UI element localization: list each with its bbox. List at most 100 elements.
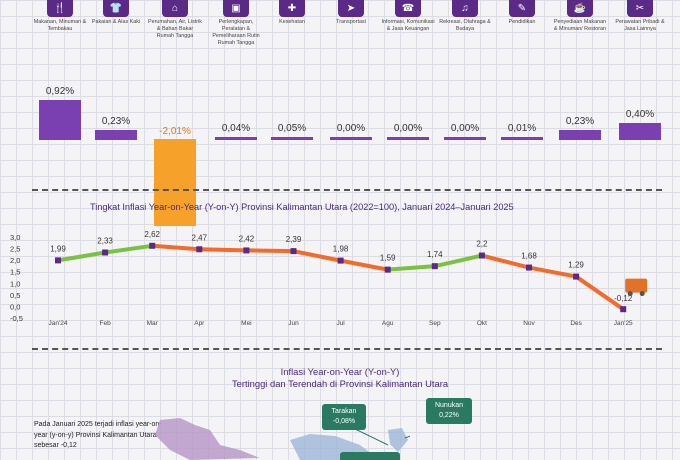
data-point (290, 248, 297, 255)
x-tick-label: Sep (429, 320, 441, 327)
x-tick-label: Okt (477, 320, 487, 327)
data-point (526, 264, 532, 271)
category-label: Informasi, Komunikasi & Jasa Keuangan (381, 19, 435, 32)
data-label: -0,12 (614, 294, 633, 303)
category-header-7: ♫ Rekreasi, Olahraga & Budaya (438, 0, 492, 33)
data-label: 2,39 (286, 235, 302, 244)
category-bar (444, 137, 486, 140)
category-bar (95, 130, 137, 140)
category-value: 0,92% (45, 86, 75, 97)
data-point (431, 263, 438, 270)
x-tick-label: Mei (241, 320, 251, 327)
category-label: Makanan, Minuman & Tembakau (33, 19, 87, 32)
category-value: 0,40% (625, 108, 655, 120)
section-divider (32, 189, 662, 191)
y-tick-label: 1,5 (10, 268, 20, 277)
x-tick-label: Nov (523, 320, 535, 327)
kaltara-map (155, 418, 410, 460)
house-icon: ⌂ (162, 0, 188, 17)
line-segment (244, 248, 296, 254)
category-value: 0,23% (101, 116, 131, 127)
data-label: 1,29 (568, 261, 584, 270)
data-point (620, 306, 627, 313)
line-chart-title: Tingkat Inflasi Year-on-Year (Y-on-Y) Pr… (90, 202, 514, 212)
education-icon: ✎ (509, 0, 535, 17)
tarakan-box: Tarakan -0,08% (322, 404, 366, 430)
data-point (149, 242, 156, 249)
furniture-icon: ▣ (223, 0, 249, 17)
truck-icon (625, 278, 648, 293)
line-segment (574, 274, 626, 312)
data-point (55, 257, 61, 264)
category-bar (619, 122, 661, 140)
section-divider-2 (32, 348, 662, 350)
category-bar (39, 100, 81, 140)
x-tick-label: Jul (336, 320, 345, 327)
line-segment (385, 264, 437, 272)
restaurant-icon: ☕ (567, 0, 593, 17)
category-label: Pakaian & Alas Kaki (91, 19, 141, 25)
category-header-4: ✚ Kesehatan (265, 0, 319, 26)
data-label: 1,59 (380, 254, 396, 263)
data-point (243, 247, 250, 254)
data-point (478, 252, 485, 259)
nunukan-name: Nunukan (434, 402, 464, 409)
category-label: Pendidikan (508, 19, 536, 25)
category-label: Kesehatan (279, 19, 305, 25)
data-point (102, 249, 109, 256)
transport-icon: ➤ (338, 0, 364, 17)
category-label: Perawatan Pribadi & Jasa Lainnya (615, 19, 665, 32)
category-bar (215, 137, 257, 140)
category-bar (387, 137, 429, 140)
y-tick-label: 3,0 (10, 233, 20, 242)
category-value: 0,00% (450, 123, 480, 134)
truck-wheel (627, 291, 633, 297)
tarakan-name: Tarakan (331, 408, 357, 415)
y-tick-label: 0,0 (10, 302, 20, 311)
category-bar (559, 130, 601, 140)
data-label: 2,33 (97, 237, 113, 246)
x-tick-label: Des (570, 320, 582, 327)
data-label: 1,98 (333, 245, 349, 254)
data-point (384, 266, 391, 273)
category-value: 0,01% (507, 123, 537, 134)
category-bar (271, 137, 313, 140)
x-tick-label: Jan'25 (614, 320, 633, 327)
truck-wheel (639, 291, 645, 297)
data-label: 1,68 (521, 252, 537, 261)
recreation-icon: ♫ (452, 0, 478, 17)
section3-title-line2: Tertinggi dan Terendah di Provinsi Kalim… (231, 378, 449, 389)
category-value: -2,01% (159, 126, 191, 137)
nunukan-value: 0,22% (439, 412, 459, 419)
data-label: 2,42 (239, 234, 255, 243)
category-header-3: ▣ Perlengkapan, Peralatan & Pemeliharaan … (209, 0, 263, 47)
yoy-line-chart: 3,0 2,5 2,0 1,5 1,0 0,5 0,0 -0,5 1,99 Jan'24 2,33 F… (10, 230, 648, 327)
category-label: Rekreasi, Olahraga & Budaya (439, 19, 491, 32)
category-bar (501, 137, 543, 140)
section3-title-line1: Inflasi Year-on-Year (Y-on-Y) (280, 366, 400, 377)
line-segment (103, 243, 155, 255)
category-header-10: ✂ Perawatan Pribadi & Jasa Lainnya (613, 0, 667, 33)
category-header-0: 🍴 Makanan, Minuman & Tembakau (33, 0, 87, 33)
y-tick-label: -0,5 (10, 314, 23, 323)
phone-icon: ☎ (395, 0, 421, 17)
category-label: Perlengkapan, Peralatan & Pemeliharaan R… (212, 19, 260, 46)
x-tick-label: Feb (99, 320, 111, 327)
category-header-9: ☕ Penyediaan Makanan & Minuman/ Restoran (553, 0, 607, 33)
data-point (196, 246, 203, 253)
category-header-2: ⌂ Perumahan, Air, Listrik & Bahan Bakar R… (148, 0, 202, 40)
category-header-8: ✎ Pendidikan (495, 0, 549, 26)
y-tick-label: 2,5 (10, 245, 20, 254)
line-segment (291, 249, 343, 263)
data-label: 2,47 (192, 233, 208, 242)
tools-icon: ✂ (627, 0, 653, 17)
map-island-shape (155, 418, 260, 460)
category-value: 0,05% (277, 123, 307, 134)
line-segment (338, 258, 390, 272)
tarakan-value: -0,08% (332, 418, 356, 425)
category-label: Transportasi (336, 19, 366, 25)
health-icon: ✚ (279, 0, 305, 17)
y-tick-label: 1,0 (10, 279, 20, 288)
category-value: 0,04% (221, 123, 251, 134)
map-island-shape-3 (388, 428, 408, 452)
